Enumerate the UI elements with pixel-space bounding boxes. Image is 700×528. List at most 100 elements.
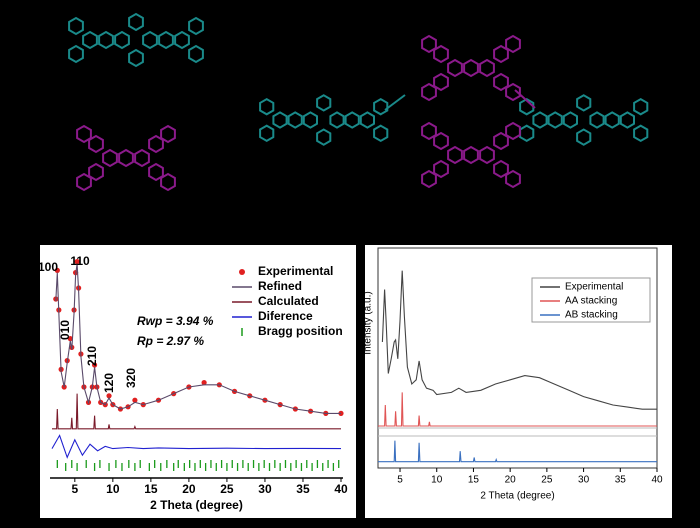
legend-label: AA stacking: [565, 296, 617, 307]
ring: [447, 145, 463, 165]
ring: [188, 16, 204, 36]
ring: [128, 12, 144, 32]
legend-symbol: [239, 269, 245, 275]
xrd-comparison: 5 10 15 20 25 30 35 40 2 Theta (degree) Intensity…: [363, 247, 663, 502]
annotation: Rwp = 3.94 %: [137, 314, 214, 328]
ring: [287, 111, 303, 129]
legend-label: Experimental: [565, 282, 623, 293]
peak-label: 320: [124, 368, 138, 388]
peak-label: 210: [85, 346, 99, 366]
ring: [316, 128, 332, 146]
ring: [421, 121, 437, 141]
ring: [633, 124, 649, 143]
ring: [505, 169, 521, 189]
ring: [463, 58, 479, 78]
x-tick-label: 40: [651, 475, 663, 486]
ring: [532, 111, 548, 129]
ring: [633, 97, 649, 116]
x-tick-label: 10: [106, 482, 120, 496]
ring: [316, 94, 332, 112]
legend-label: Bragg position: [258, 324, 343, 338]
ring: [128, 48, 144, 68]
x-tick-label: 20: [505, 475, 517, 486]
ring: [329, 111, 345, 129]
x-tick-label: 5: [71, 482, 78, 496]
ring: [479, 145, 495, 165]
ring: [188, 44, 204, 64]
ring: [114, 30, 130, 50]
x-tick-label: 30: [258, 482, 272, 496]
ring: [259, 124, 275, 143]
ring: [447, 58, 463, 78]
legend-label: Calculated: [258, 294, 319, 308]
legend-label: AB stacking: [565, 310, 618, 321]
molecules: [68, 12, 649, 192]
ring: [76, 172, 92, 192]
panel-right: [365, 245, 672, 518]
data-point: [74, 259, 80, 265]
ring: [68, 16, 84, 36]
ring: [174, 30, 190, 50]
series-line: [381, 270, 657, 410]
data-point: [106, 393, 112, 399]
x-tick-label: 25: [220, 482, 234, 496]
ring: [493, 159, 509, 179]
ring: [619, 111, 635, 129]
ring: [479, 58, 495, 78]
x-tick-label: 20: [182, 482, 196, 496]
series-line: [55, 263, 341, 414]
ring: [118, 148, 134, 168]
x-tick-label: 35: [615, 475, 627, 486]
ring: [421, 169, 437, 189]
ring: [148, 162, 164, 182]
ring: [344, 111, 360, 129]
ring: [547, 111, 563, 129]
ring: [433, 72, 449, 92]
ring: [604, 111, 620, 129]
peak-label: 110: [70, 254, 90, 268]
bond: [514, 89, 536, 109]
x-tick-label: 35: [296, 482, 310, 496]
y-axis-label: Intensity (a.u.): [363, 291, 374, 354]
x-tick-label: 30: [578, 475, 590, 486]
ring: [160, 124, 176, 144]
series-line: [378, 440, 657, 463]
ring: [519, 97, 535, 116]
ring: [302, 111, 318, 129]
x-tick-label: 10: [431, 475, 443, 486]
data-point: [201, 380, 207, 386]
x-tick-label: 15: [144, 482, 158, 496]
ring: [160, 172, 176, 192]
x-tick-label: 25: [541, 475, 553, 486]
ring: [68, 44, 84, 64]
ring: [142, 30, 158, 50]
series-line: [378, 392, 657, 427]
ring: [589, 111, 605, 129]
ring: [505, 34, 521, 54]
ring: [259, 97, 275, 116]
data-point: [91, 362, 98, 368]
ring: [373, 97, 389, 116]
ring: [433, 159, 449, 179]
ring: [76, 124, 92, 144]
ring: [158, 30, 174, 50]
legend-label: Diference: [258, 309, 313, 323]
legend-label: Refined: [258, 279, 302, 293]
ring: [562, 111, 578, 129]
ring: [421, 82, 437, 102]
legend-box: [531, 277, 651, 323]
ring: [463, 145, 479, 165]
ring: [359, 111, 375, 129]
ring: [421, 34, 437, 54]
x-axis-label: 2 Theta (degree): [480, 491, 554, 502]
ring: [102, 148, 118, 168]
data-point: [67, 336, 73, 342]
series-line: [51, 434, 342, 459]
bond: [384, 94, 406, 111]
x-axis-label: 2 Theta (degree): [150, 498, 243, 512]
ring: [82, 30, 98, 50]
panel-left: [40, 245, 356, 518]
data-point: [132, 397, 138, 403]
ring: [576, 128, 592, 146]
